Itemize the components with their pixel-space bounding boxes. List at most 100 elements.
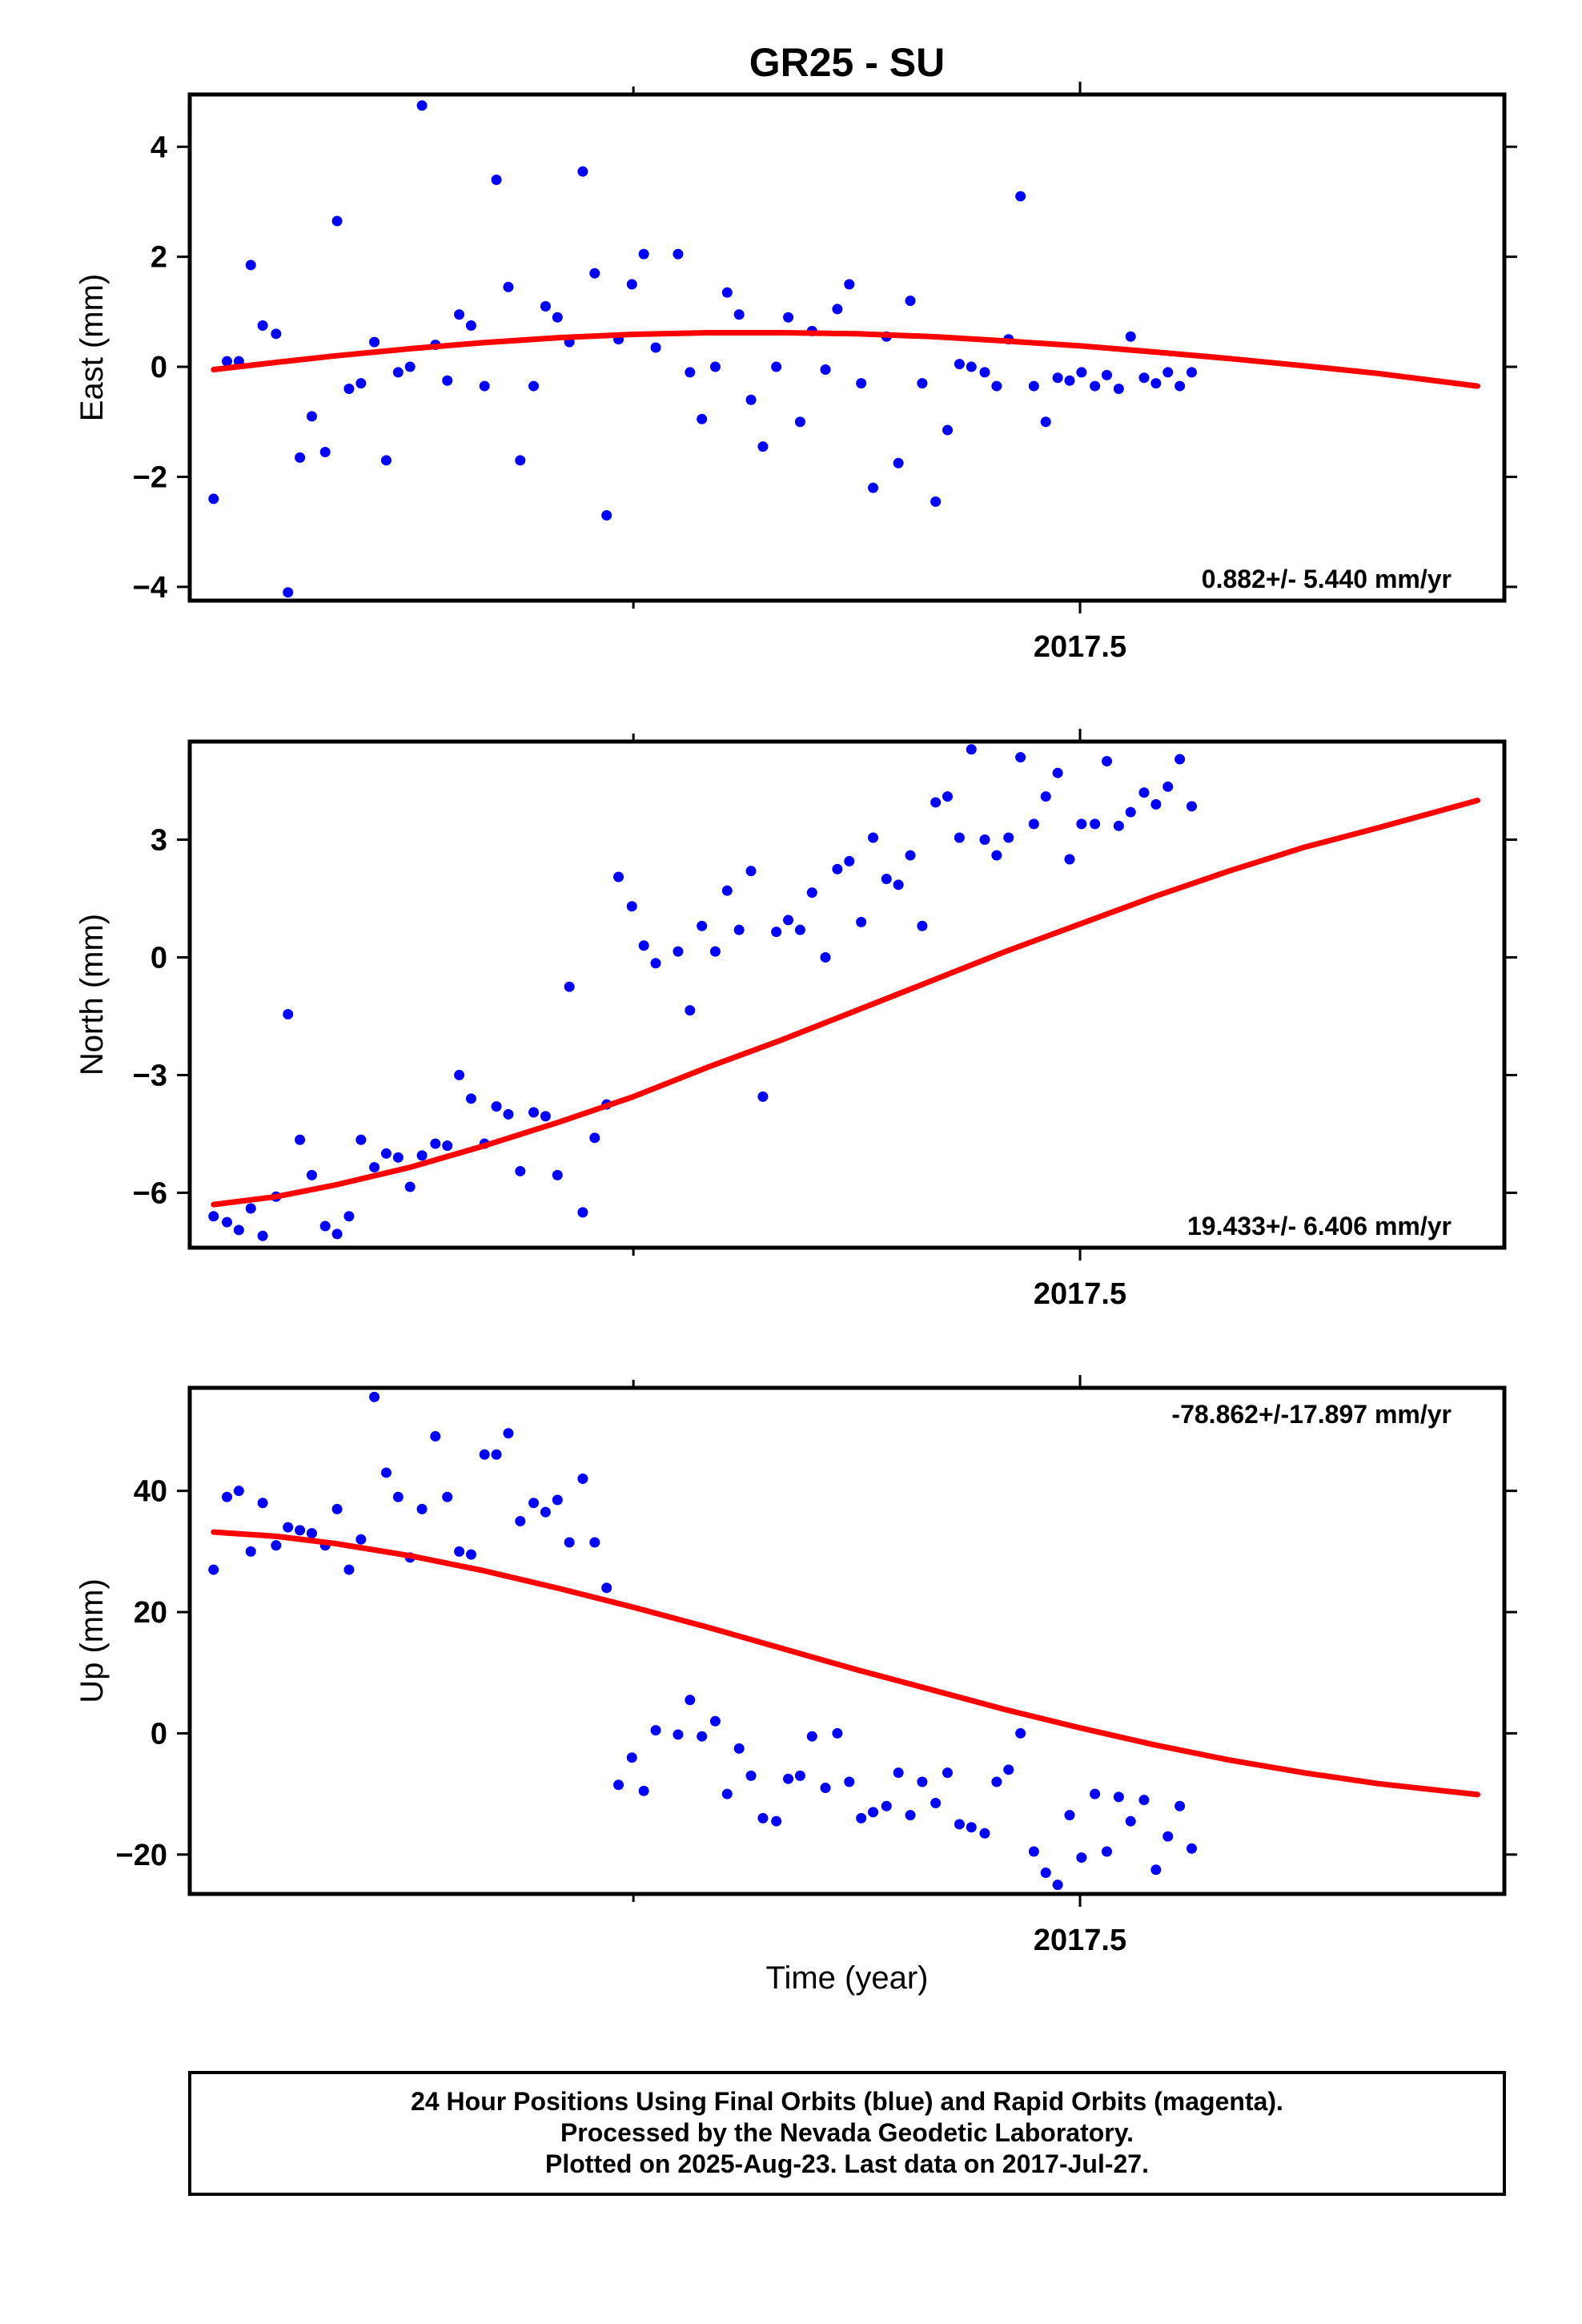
x-axis-label: Time (year) bbox=[766, 1960, 929, 1996]
chart-0-rate-annotation: 0.882+/- 5.440 mm/yr bbox=[1202, 565, 1452, 593]
chart-0-data-point bbox=[355, 378, 367, 389]
chart-2-data-point bbox=[757, 1812, 769, 1823]
chart-0-data-point bbox=[257, 320, 268, 332]
chart-2-data-point bbox=[369, 1391, 380, 1402]
chart-2-data-point bbox=[771, 1815, 782, 1827]
chart-1-data-point bbox=[626, 901, 637, 912]
chart-0-data-point bbox=[844, 279, 855, 290]
chart-2-data-point bbox=[343, 1564, 355, 1575]
chart-1-data-point bbox=[893, 879, 904, 891]
chart-0-data-point bbox=[369, 336, 380, 348]
chart-2-ytick-label: 40 bbox=[134, 1475, 167, 1509]
chart-1-ytick-label: 3 bbox=[151, 823, 167, 857]
chart-2-data-point bbox=[806, 1731, 817, 1742]
chart-0-xtick-label: 2017.5 bbox=[1034, 630, 1126, 664]
chart-0-y-axis-label: East (mm) bbox=[74, 274, 110, 421]
chart-1-data-point bbox=[1090, 818, 1101, 830]
chart-1-data-point bbox=[966, 744, 977, 755]
chart-2-data-point bbox=[685, 1695, 696, 1706]
chart-0-data-point bbox=[979, 367, 990, 378]
chart-0-data-point bbox=[442, 375, 453, 386]
chart-1-data-point bbox=[709, 946, 721, 957]
chart-2-data-point bbox=[479, 1449, 490, 1460]
chart-0-data-point bbox=[577, 166, 588, 177]
chart-0-data-point bbox=[1052, 372, 1063, 384]
chart-1-data-point bbox=[343, 1211, 355, 1222]
chart-0-data-layer bbox=[208, 100, 1480, 598]
chart-1-xtick-label: 2017.5 bbox=[1034, 1277, 1126, 1311]
chart-2-data-point bbox=[991, 1776, 1002, 1787]
chart-1-data-point bbox=[1125, 806, 1136, 818]
chart-0-data-point bbox=[685, 367, 696, 378]
chart-0-data-point bbox=[540, 300, 551, 312]
chart-2-data-point bbox=[794, 1770, 805, 1781]
chart-1-data-point bbox=[331, 1228, 343, 1240]
chart-2-data-point bbox=[1162, 1831, 1174, 1842]
chart-2-data-point bbox=[221, 1491, 232, 1502]
chart-2-fit-curve bbox=[211, 1529, 1480, 1798]
chart-2-data-point bbox=[942, 1767, 954, 1779]
chart-0-data-point bbox=[1028, 380, 1039, 392]
chart-1-data-point bbox=[355, 1134, 367, 1145]
chart-1-data-point bbox=[491, 1101, 502, 1112]
chart-2-data-point bbox=[271, 1540, 282, 1551]
chart-0-ytick-label: 2 bbox=[151, 241, 167, 275]
chart-2-data-point bbox=[1090, 1788, 1101, 1799]
chart-1-data-point bbox=[1162, 781, 1174, 792]
chart-2-data-point bbox=[601, 1582, 612, 1594]
chart-2-data-point bbox=[380, 1467, 391, 1478]
chart-1-data-point bbox=[979, 834, 990, 845]
chart-1-data-point bbox=[1186, 801, 1197, 812]
chart-0-data-point bbox=[454, 309, 465, 320]
chart-2-frame bbox=[187, 1385, 1507, 1896]
chart-0-data-point bbox=[404, 361, 416, 372]
chart-0-data-point bbox=[306, 411, 317, 422]
chart-0-ytick-label: 4 bbox=[151, 131, 167, 164]
chart-0-data-point bbox=[221, 356, 232, 367]
chart-2-data-point bbox=[745, 1770, 757, 1781]
chart-0-data-point bbox=[491, 174, 502, 185]
chart-0-data-point bbox=[283, 587, 294, 598]
chart-0-fit-curve bbox=[211, 330, 1480, 389]
footer-line-3: Plotted on 2025-Aug-23. Last data on 201… bbox=[545, 2149, 1149, 2178]
chart-1-data-point bbox=[721, 885, 733, 896]
chart-2-data-point bbox=[954, 1819, 965, 1830]
chart-2-rate-annotation: -78.862+/-17.897 mm/yr bbox=[1171, 1400, 1452, 1429]
chart-2-data-point bbox=[881, 1800, 892, 1811]
chart-1-data-point bbox=[1150, 798, 1162, 810]
chart-1-data-point bbox=[503, 1108, 514, 1120]
chart-2-data-point bbox=[416, 1503, 428, 1514]
chart-2-data-point bbox=[491, 1449, 502, 1460]
chart-1-data-point bbox=[564, 981, 575, 992]
chart-1-data-point bbox=[806, 887, 817, 899]
chart-0-ytick-label: 0 bbox=[151, 351, 167, 384]
chart-0-data-point bbox=[1076, 367, 1087, 378]
chart-2-data-point bbox=[979, 1827, 990, 1839]
chart-2-data-point bbox=[820, 1783, 831, 1794]
chart-1-data-point bbox=[954, 832, 965, 843]
chart-1-data-point bbox=[257, 1230, 268, 1241]
chart-2-data-point bbox=[540, 1506, 551, 1518]
panel-north: −6 −3 0 3 2017.5 North (mm) 19.433+/- 6.406 mm… bbox=[74, 729, 1517, 1311]
chart-0-data-point bbox=[942, 424, 954, 436]
chart-1-data-point bbox=[515, 1165, 526, 1176]
chart-1-data-point bbox=[454, 1069, 465, 1080]
chart-2-data-point bbox=[589, 1537, 600, 1548]
chart-1-ytick-label: −6 bbox=[133, 1176, 167, 1210]
chart-1-data-point bbox=[794, 924, 805, 935]
chart-0-data-point bbox=[626, 279, 637, 290]
chart-2-data-point bbox=[868, 1807, 879, 1818]
chart-1-data-point bbox=[650, 958, 661, 969]
chart-2-ytick-label: 20 bbox=[134, 1596, 167, 1630]
chart-0-data-point bbox=[1064, 375, 1075, 386]
chart-1-data-point bbox=[295, 1134, 306, 1145]
chart-1-data-point bbox=[613, 871, 624, 883]
chart-1-data-point bbox=[1064, 854, 1075, 865]
chart-1-data-point bbox=[380, 1148, 391, 1159]
chart-1-data-point bbox=[283, 1008, 294, 1019]
chart-2-data-point bbox=[1150, 1864, 1162, 1876]
chart-1-data-point bbox=[991, 850, 1002, 861]
chart-2-data-point bbox=[392, 1491, 404, 1502]
chart-0-data-point bbox=[331, 215, 343, 227]
chart-0-data-point bbox=[380, 455, 391, 466]
